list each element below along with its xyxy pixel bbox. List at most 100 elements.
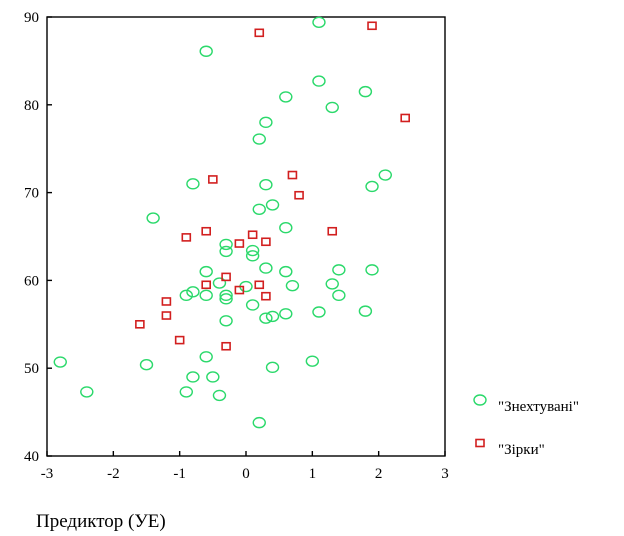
data-point-circle: [219, 245, 233, 258]
data-point-circle: [358, 85, 373, 98]
data-point-circle: [259, 312, 273, 324]
data-point-square: [327, 226, 338, 236]
data-point-circle: [206, 371, 220, 383]
data-point-square: [294, 190, 304, 200]
data-point-square: [161, 297, 172, 306]
data-point-circle: [186, 286, 200, 298]
data-point-circle: [365, 264, 379, 276]
data-point-circle: [53, 356, 67, 368]
data-point-circle: [199, 351, 213, 363]
data-point-square: [287, 170, 298, 180]
y-tick-label: 50: [24, 361, 39, 377]
data-point-circle: [332, 289, 346, 302]
data-point-circle: [312, 75, 326, 87]
data-point-circle: [80, 386, 94, 398]
data-points: [53, 16, 411, 429]
data-point-circle: [252, 133, 266, 145]
data-point-square: [254, 280, 265, 290]
data-point-circle: [365, 180, 379, 193]
data-point-circle: [212, 277, 227, 289]
data-point-square: [367, 21, 377, 31]
series-2: [135, 21, 411, 351]
data-point-circle: [312, 306, 326, 318]
x-tick-label: -1: [173, 466, 186, 482]
data-point-circle: [219, 238, 233, 251]
data-point-circle: [139, 358, 154, 371]
data-point-circle: [199, 289, 213, 302]
data-point-circle: [252, 416, 266, 429]
data-point-circle: [219, 315, 233, 327]
legend: "Знехтувані" "Зірки": [473, 394, 579, 458]
data-point-square: [221, 341, 231, 351]
data-point-circle: [252, 203, 266, 215]
legend-marker-square: [475, 438, 485, 448]
legend-label: "Зірки": [498, 442, 545, 458]
data-point-square: [234, 285, 245, 295]
data-point-circle: [305, 355, 320, 367]
data-point-square: [181, 233, 192, 242]
data-point-circle: [219, 293, 233, 305]
data-point-circle: [279, 308, 293, 320]
data-point-circle: [279, 91, 293, 103]
data-point-circle: [279, 222, 293, 234]
series-1: [53, 16, 392, 429]
data-point-square: [135, 319, 145, 329]
data-point-circle: [199, 45, 213, 57]
data-point-circle: [212, 389, 227, 402]
data-point-square: [174, 335, 185, 345]
data-point-circle: [259, 178, 273, 191]
y-tick-label: 80: [24, 98, 39, 114]
y-axis-tick-labels: 40 50 60 70 80 90: [24, 10, 39, 465]
data-point-circle: [285, 279, 300, 292]
data-point-square: [261, 291, 271, 301]
data-point-square: [208, 175, 218, 184]
data-point-square: [221, 272, 231, 282]
data-point-circle: [325, 278, 339, 290]
data-point-circle: [186, 178, 200, 190]
legend-marker-circle: [473, 394, 487, 406]
data-point-square: [201, 226, 211, 236]
y-tick-label: 40: [24, 449, 39, 465]
data-point-circle: [358, 305, 373, 317]
data-point-circle: [265, 310, 280, 323]
data-point-square: [400, 113, 411, 123]
x-tick-label: 0: [242, 466, 250, 482]
data-point-square: [254, 28, 265, 38]
data-point-square: [234, 239, 245, 248]
data-point-circle: [279, 265, 293, 278]
data-point-circle: [265, 199, 280, 211]
data-point-square: [261, 237, 271, 247]
x-tick-label: -2: [107, 466, 120, 482]
data-point-circle: [146, 212, 160, 224]
data-point-square: [161, 311, 172, 320]
data-point-circle: [325, 101, 339, 114]
data-point-square: [201, 280, 211, 290]
plot-frame: [46, 16, 446, 457]
x-tick-label: -3: [41, 466, 54, 482]
data-point-circle: [179, 386, 194, 398]
x-tick-label: 1: [309, 466, 317, 482]
data-point-circle: [186, 371, 200, 383]
x-axis-label: Предиктор (УЕ): [36, 511, 166, 532]
y-tick-label: 90: [24, 10, 39, 26]
data-point-circle: [245, 250, 260, 262]
data-point-circle: [219, 289, 233, 302]
legend-label: "Знехтувані": [498, 399, 579, 415]
data-point-circle: [332, 264, 346, 276]
x-tick-label: 2: [375, 466, 383, 482]
data-point-circle: [199, 265, 213, 278]
x-tick-label: 3: [441, 466, 449, 482]
y-tick-label: 60: [24, 273, 39, 289]
data-point-circle: [179, 289, 194, 302]
y-tick-label: 70: [24, 186, 39, 202]
data-point-circle: [312, 16, 326, 28]
data-point-circle: [245, 244, 260, 257]
axes: [46, 16, 446, 457]
data-point-circle: [259, 262, 273, 274]
data-point-circle: [378, 169, 392, 181]
x-axis-tick-labels: -3 -2 -1 0 1 2 3: [41, 466, 449, 482]
data-point-circle: [245, 299, 260, 311]
data-point-square: [247, 230, 258, 240]
data-point-circle: [265, 361, 280, 374]
